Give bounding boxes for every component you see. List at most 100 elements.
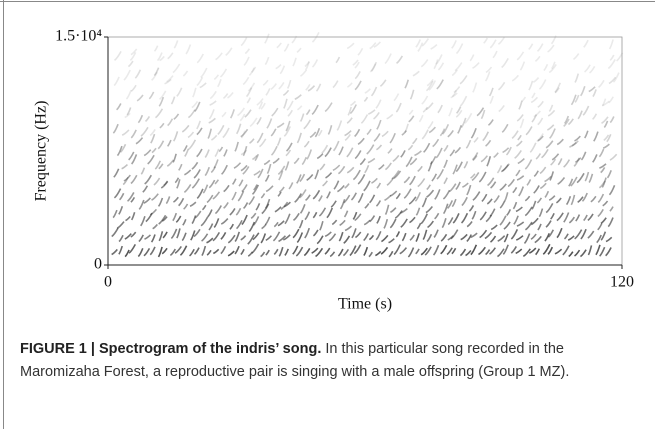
spectrogram-streak (272, 231, 281, 242)
spectrogram-streak (574, 157, 582, 163)
spectrogram-streak (298, 219, 304, 229)
spectrogram-streak (158, 163, 164, 170)
spectrogram-streak (456, 106, 462, 114)
spectrogram-streak (533, 110, 541, 118)
spectrogram-streak (153, 67, 160, 77)
spectrogram-streak (182, 70, 189, 77)
spectrogram-streak (240, 130, 246, 139)
spectrogram-streak (244, 48, 251, 55)
spectrogram-streak (121, 129, 130, 136)
spectrogram-streak (389, 132, 396, 144)
spectrogram-streak (332, 80, 339, 89)
spectrogram-streak (502, 163, 510, 172)
spectrogram-streak (425, 206, 433, 214)
spectrogram-streak (125, 215, 131, 222)
spectrogram-streak (369, 63, 377, 73)
spectrogram-streak (370, 61, 378, 72)
spectrogram-streak (178, 163, 183, 171)
spectrogram-streak (592, 113, 598, 120)
spectrogram-streak (207, 209, 213, 218)
spectrogram-streak (510, 229, 519, 240)
spectrogram-streak (609, 153, 618, 161)
spectrogram-streak (599, 163, 607, 169)
spectrogram-streak (113, 76, 120, 87)
spectrogram-streak (248, 67, 255, 76)
spectrogram-streak (399, 247, 408, 255)
spectrogram-streak (252, 232, 260, 241)
spectrogram-streak (580, 151, 587, 161)
spectrogram-streak (394, 210, 403, 219)
spectrogram-streak (315, 247, 324, 258)
spectrogram-streak (299, 189, 307, 199)
spectrogram-streak (318, 195, 323, 202)
spectrogram-streak (601, 98, 607, 107)
spectrogram-streak (337, 165, 346, 175)
spectrogram-streak (324, 147, 332, 158)
spectrogram-streak (600, 217, 607, 225)
spectrogram-streak (193, 169, 201, 179)
spectrogram-streak (346, 147, 354, 158)
spectrogram-streak (242, 146, 248, 157)
spectrogram-streak (159, 122, 165, 129)
spectrogram-streak (563, 118, 570, 127)
spectrogram-streak (125, 89, 132, 100)
spectrogram-streak (169, 248, 177, 257)
spectrogram-streak (386, 113, 394, 120)
spectrogram-streak (303, 140, 310, 148)
spectrogram-streak (187, 131, 195, 139)
spectrogram-streak (123, 69, 131, 81)
spectrogram-streak (264, 33, 270, 44)
spectrogram-streak (322, 180, 328, 187)
spectrogram-streak (493, 152, 499, 158)
spectrogram-streak (577, 110, 583, 120)
spectrogram-streak (201, 204, 207, 211)
spectrogram-streak (373, 41, 381, 48)
spectrogram-streak (306, 149, 313, 160)
spectrogram-streak (331, 219, 338, 226)
spectrogram-streak (243, 56, 250, 66)
spectrogram-streak (155, 108, 164, 119)
spectrogram-streak (417, 42, 424, 52)
spectrogram-streak (541, 148, 549, 159)
spectrogram-streak (234, 231, 241, 243)
spectrogram-streak (207, 128, 212, 139)
spectrogram-streak (443, 177, 448, 185)
spectrogram-streak (113, 168, 120, 178)
spectrogram-streak (596, 234, 602, 244)
spectrogram-streak (304, 211, 311, 221)
spectrogram-streak (249, 138, 255, 144)
spectrogram-streak (384, 204, 390, 216)
spectrogram-streak (284, 213, 291, 225)
spectrogram-streak (498, 104, 505, 113)
spectrogram-streak (312, 229, 319, 237)
spectrogram-streak (395, 231, 401, 238)
spectrogram-streak (159, 55, 165, 62)
spectrogram-streak (391, 170, 400, 180)
spectrogram-streak (264, 56, 270, 66)
spectrogram-streak (417, 178, 426, 188)
spectrogram-streak (592, 89, 597, 98)
spectrogram-streak (430, 155, 437, 165)
spectrogram-streak (373, 111, 380, 120)
spectrogram-streak (128, 151, 135, 161)
spectrogram-streak (602, 143, 610, 149)
spectrogram-streak (343, 235, 351, 244)
spectrogram-streak (518, 186, 525, 197)
spectrogram-streak (233, 162, 242, 169)
spectrogram-streak (421, 129, 429, 140)
spectrogram-streak (472, 152, 479, 161)
spectrogram-streak (260, 102, 266, 110)
spectrogram-streak (161, 247, 168, 255)
spectrogram-streak (366, 144, 375, 155)
spectrogram-streak (470, 173, 476, 179)
spectrogram-streak (312, 189, 321, 200)
spectrogram-streak (167, 118, 174, 127)
spectrogram-streak (213, 74, 220, 80)
spectrogram-streak (363, 180, 371, 192)
spectrogram-streak (375, 250, 382, 257)
spectrogram-streak (318, 207, 327, 217)
spectrogram-streak (162, 231, 168, 239)
spectrogram-streak (393, 244, 401, 256)
spectrogram-streak (455, 181, 461, 191)
spectrogram-streak (130, 212, 136, 221)
